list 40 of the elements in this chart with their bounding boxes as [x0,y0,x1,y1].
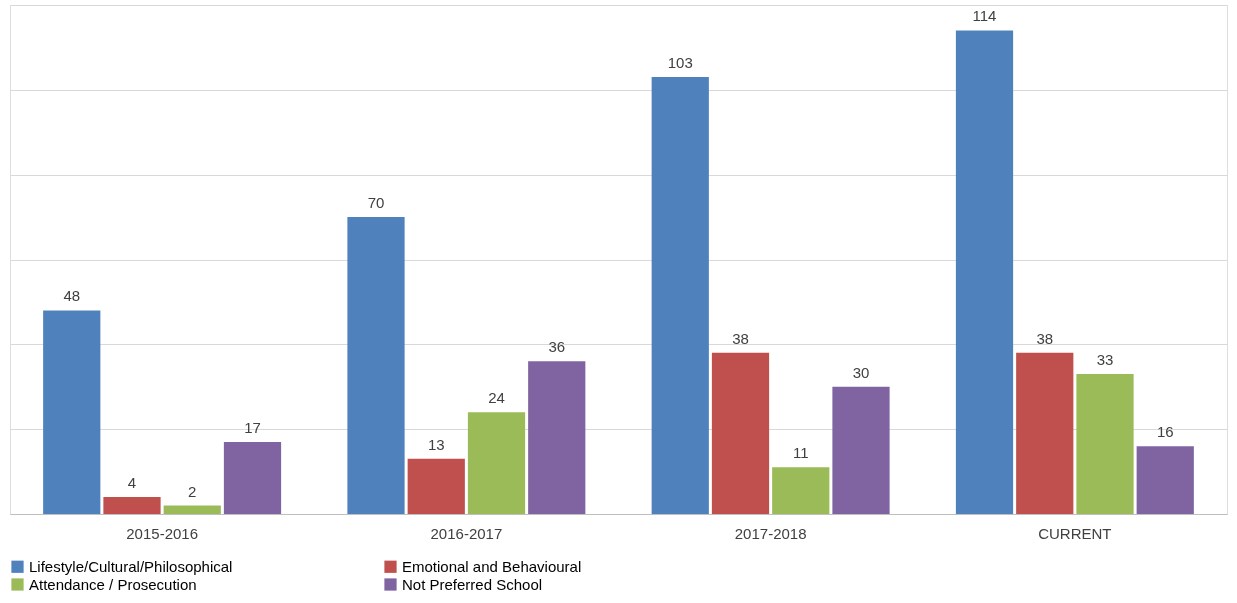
x-tick-label: 2017-2018 [734,524,807,542]
x-tick-label: CURRENT [1038,524,1112,542]
data-label: 114 [972,7,997,25]
data-label: 103 [667,54,693,72]
bar [651,77,709,514]
legend-label: Lifestyle/Cultural/Philosophical [29,557,233,575]
legend-label: Emotional and Behavioural [402,557,582,575]
data-label: 17 [244,418,261,436]
bar [528,361,586,514]
bar [103,497,161,514]
x-tick-label: 2016-2017 [430,524,503,542]
bar [1076,374,1134,514]
bar [407,458,465,514]
data-label: 30 [852,363,870,381]
data-label: 4 [127,474,137,492]
bar [223,441,282,514]
data-label: 36 [548,338,566,356]
data-label: 33 [1096,351,1114,369]
bar [711,352,770,514]
bar [955,30,1014,514]
data-label: 13 [427,435,445,453]
bar [1136,446,1194,514]
legend-label: Not Preferred School [402,575,543,593]
bar [43,310,101,514]
bar [467,412,526,514]
data-label: 38 [1036,329,1054,347]
data-label: 2 [188,482,197,500]
bar [163,505,221,514]
bar [347,217,405,514]
bar [772,467,830,514]
data-label: 48 [63,287,81,305]
legend-label: Attendance / Prosecution [29,575,197,593]
bar [1016,352,1074,514]
data-label: 70 [367,194,385,212]
data-label: 16 [1156,423,1174,441]
data-label: 24 [488,389,505,407]
data-label: 38 [732,329,749,347]
data-label: 11 [792,444,809,462]
bar [832,386,890,514]
x-tick-label: 2015-2016 [126,524,198,542]
